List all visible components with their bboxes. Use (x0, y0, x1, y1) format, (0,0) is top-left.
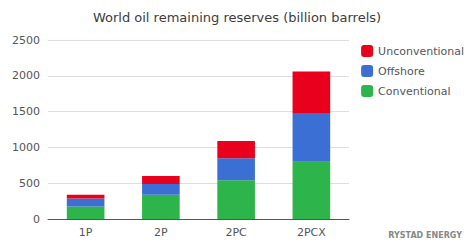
svg-text:0: 0 (33, 213, 40, 226)
svg-text:500: 500 (19, 177, 40, 190)
svg-text:Unconventional: Unconventional (378, 45, 464, 58)
svg-text:1000: 1000 (12, 141, 40, 154)
svg-text:RYSTAD ENERGY: RYSTAD ENERGY (388, 231, 462, 240)
svg-text:2500: 2500 (12, 34, 40, 47)
svg-text:2P: 2P (154, 226, 168, 239)
svg-text:1500: 1500 (12, 105, 40, 118)
svg-text:1P: 1P (79, 226, 93, 239)
svg-text:2PCX: 2PCX (297, 226, 326, 239)
svg-text:World oil remaining reserves (: World oil remaining reserves (billion ba… (93, 10, 381, 25)
svg-text:Conventional: Conventional (378, 85, 451, 98)
svg-text:Offshore: Offshore (378, 65, 425, 78)
svg-text:2PC: 2PC (225, 226, 247, 239)
svg-text:2000: 2000 (12, 69, 40, 82)
